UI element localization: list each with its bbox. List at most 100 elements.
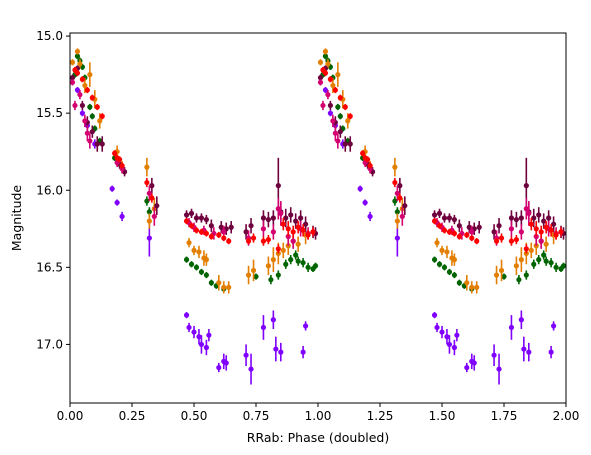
data-point <box>451 272 457 278</box>
data-point <box>196 249 202 255</box>
data-point <box>434 324 440 331</box>
data-point <box>451 230 457 237</box>
data-point <box>513 236 520 243</box>
data-point <box>203 230 209 237</box>
data-point <box>188 223 195 229</box>
data-point <box>464 280 470 286</box>
data-point <box>280 247 286 253</box>
data-point <box>74 53 81 59</box>
data-point <box>146 218 152 224</box>
data-point <box>322 53 329 59</box>
data-point <box>464 232 470 238</box>
data-point <box>198 269 205 275</box>
data-point <box>451 344 457 351</box>
data-point <box>394 218 400 224</box>
data-point <box>288 212 294 218</box>
data-point <box>208 233 214 240</box>
data-point <box>151 213 157 220</box>
data-point <box>293 218 299 224</box>
data-point <box>188 210 195 216</box>
data-point <box>303 323 309 329</box>
data-point <box>322 48 329 55</box>
data-point <box>186 324 192 331</box>
data-point <box>392 179 398 186</box>
data-point <box>245 238 252 244</box>
data-point <box>265 236 271 243</box>
data-point <box>397 195 403 201</box>
data-point <box>394 235 400 241</box>
series-0 <box>74 86 557 385</box>
data-point <box>523 183 529 189</box>
data-point <box>203 272 209 278</box>
data-point <box>441 264 448 270</box>
data-point <box>436 210 443 216</box>
data-point <box>541 218 547 224</box>
x-tick-label: 0.25 <box>119 409 146 423</box>
data-point <box>551 323 557 329</box>
data-point <box>466 224 472 230</box>
x-tick-label: 1.00 <box>305 409 332 423</box>
data-point <box>144 198 150 204</box>
data-point <box>439 329 445 335</box>
data-point <box>469 235 475 241</box>
data-point <box>335 138 341 144</box>
data-point <box>265 216 271 223</box>
data-point <box>508 238 515 244</box>
data-point <box>330 82 336 89</box>
data-point <box>337 129 343 135</box>
data-point <box>77 92 83 98</box>
data-point <box>260 324 267 331</box>
x-tick-label: 1.25 <box>367 409 394 423</box>
data-point <box>275 206 281 212</box>
data-point <box>367 213 373 220</box>
data-point <box>283 261 289 267</box>
x-axis-ticks: 0.00 0.25 0.50 0.75 1.00 1.25 1.50 1.75 2.00 <box>57 403 579 423</box>
data-point <box>464 364 470 371</box>
data-point <box>183 212 190 218</box>
data-point <box>531 215 537 221</box>
data-point <box>320 102 326 109</box>
y-axis-label: Magnitude <box>9 185 24 252</box>
data-point <box>300 227 306 233</box>
data-point <box>89 113 95 119</box>
y-tick-label: 15.5 <box>36 106 63 120</box>
data-point <box>446 229 453 235</box>
data-point <box>456 280 462 286</box>
series-3 <box>69 65 567 240</box>
data-point <box>146 235 152 241</box>
data-point <box>531 261 537 267</box>
data-point <box>290 238 296 244</box>
data-point <box>146 209 152 215</box>
data-point <box>216 232 222 238</box>
data-point <box>253 273 259 280</box>
series-5 <box>72 66 564 254</box>
data-point <box>337 113 343 119</box>
data-point <box>303 221 309 227</box>
data-point <box>508 324 515 331</box>
data-point <box>283 215 289 221</box>
data-point <box>536 212 542 218</box>
data-point <box>183 257 190 263</box>
data-point <box>109 186 115 192</box>
data-point <box>198 341 205 348</box>
data-point <box>310 229 316 235</box>
data-point <box>441 227 448 233</box>
data-point <box>516 277 522 283</box>
data-point <box>431 212 438 218</box>
data-point <box>146 190 152 196</box>
data-point <box>526 349 532 355</box>
data-point <box>260 226 267 232</box>
data-point <box>501 273 507 280</box>
data-point <box>69 59 76 65</box>
data-point <box>431 312 438 318</box>
data-point <box>87 138 93 144</box>
data-point <box>325 61 331 67</box>
data-point <box>518 229 524 235</box>
data-point <box>288 257 294 263</box>
data-point <box>278 349 284 355</box>
y-tick-label: 15.0 <box>36 29 63 43</box>
data-point <box>365 156 371 163</box>
data-point <box>347 113 353 119</box>
data-point <box>518 317 524 323</box>
